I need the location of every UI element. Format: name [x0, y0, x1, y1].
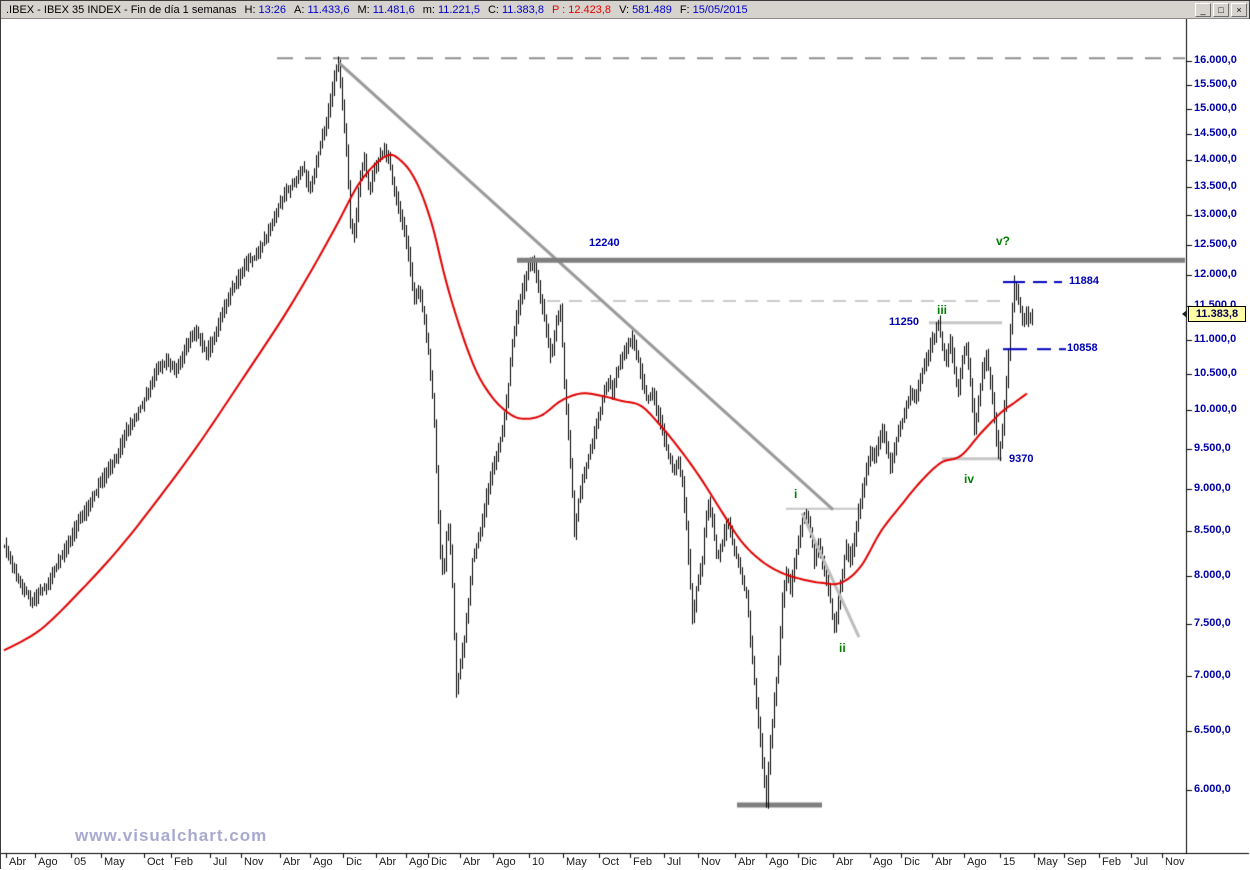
- instrument-title: .IBEX - IBEX 35 INDEX - Fin de día 1 sem…: [6, 3, 237, 16]
- field-volume-value: 581.489: [632, 3, 672, 16]
- close-button[interactable]: ×: [1231, 2, 1247, 17]
- price-chart-canvas[interactable]: [1, 19, 1250, 870]
- last-price-arrow-icon: [1182, 310, 1187, 318]
- field-hour-label: H:: [244, 3, 256, 16]
- field-close-label: C:: [487, 3, 499, 16]
- field-volume-label: V:: [619, 3, 630, 16]
- field-close-value: 11.383,8: [501, 3, 544, 16]
- field-high-label: M:: [357, 3, 370, 16]
- field-low-value: 11.221,5: [437, 3, 480, 16]
- chart-area: 16.000,0 15.500,0 15.000,0 14.500,0 14.000,0…: [1, 19, 1250, 870]
- minimize-button[interactable]: _: [1195, 2, 1211, 17]
- field-hour-value: 13:26: [258, 3, 287, 16]
- restore-button[interactable]: □: [1213, 2, 1229, 17]
- field-p-value: 12.423,8: [568, 3, 612, 16]
- field-date-value: 15/05/2015: [692, 3, 748, 16]
- watermark: www.visualchart.com: [75, 826, 268, 845]
- field-date-label: F:: [679, 3, 690, 16]
- field-open-value: 11.433,6: [307, 3, 350, 16]
- window-controls: _ □ ×: [1195, 2, 1247, 17]
- field-open-label: A:: [294, 3, 305, 16]
- title-bar[interactable]: .IBEX - IBEX 35 INDEX - Fin de día 1 sem…: [1, 1, 1249, 19]
- field-p-label: P :: [551, 3, 566, 16]
- last-price-tag: 11.383,8: [1188, 306, 1246, 322]
- field-high-value: 11.481,6: [372, 3, 415, 16]
- last-price-value: 11.383,8: [1195, 308, 1239, 320]
- field-low-label: m:: [422, 3, 435, 16]
